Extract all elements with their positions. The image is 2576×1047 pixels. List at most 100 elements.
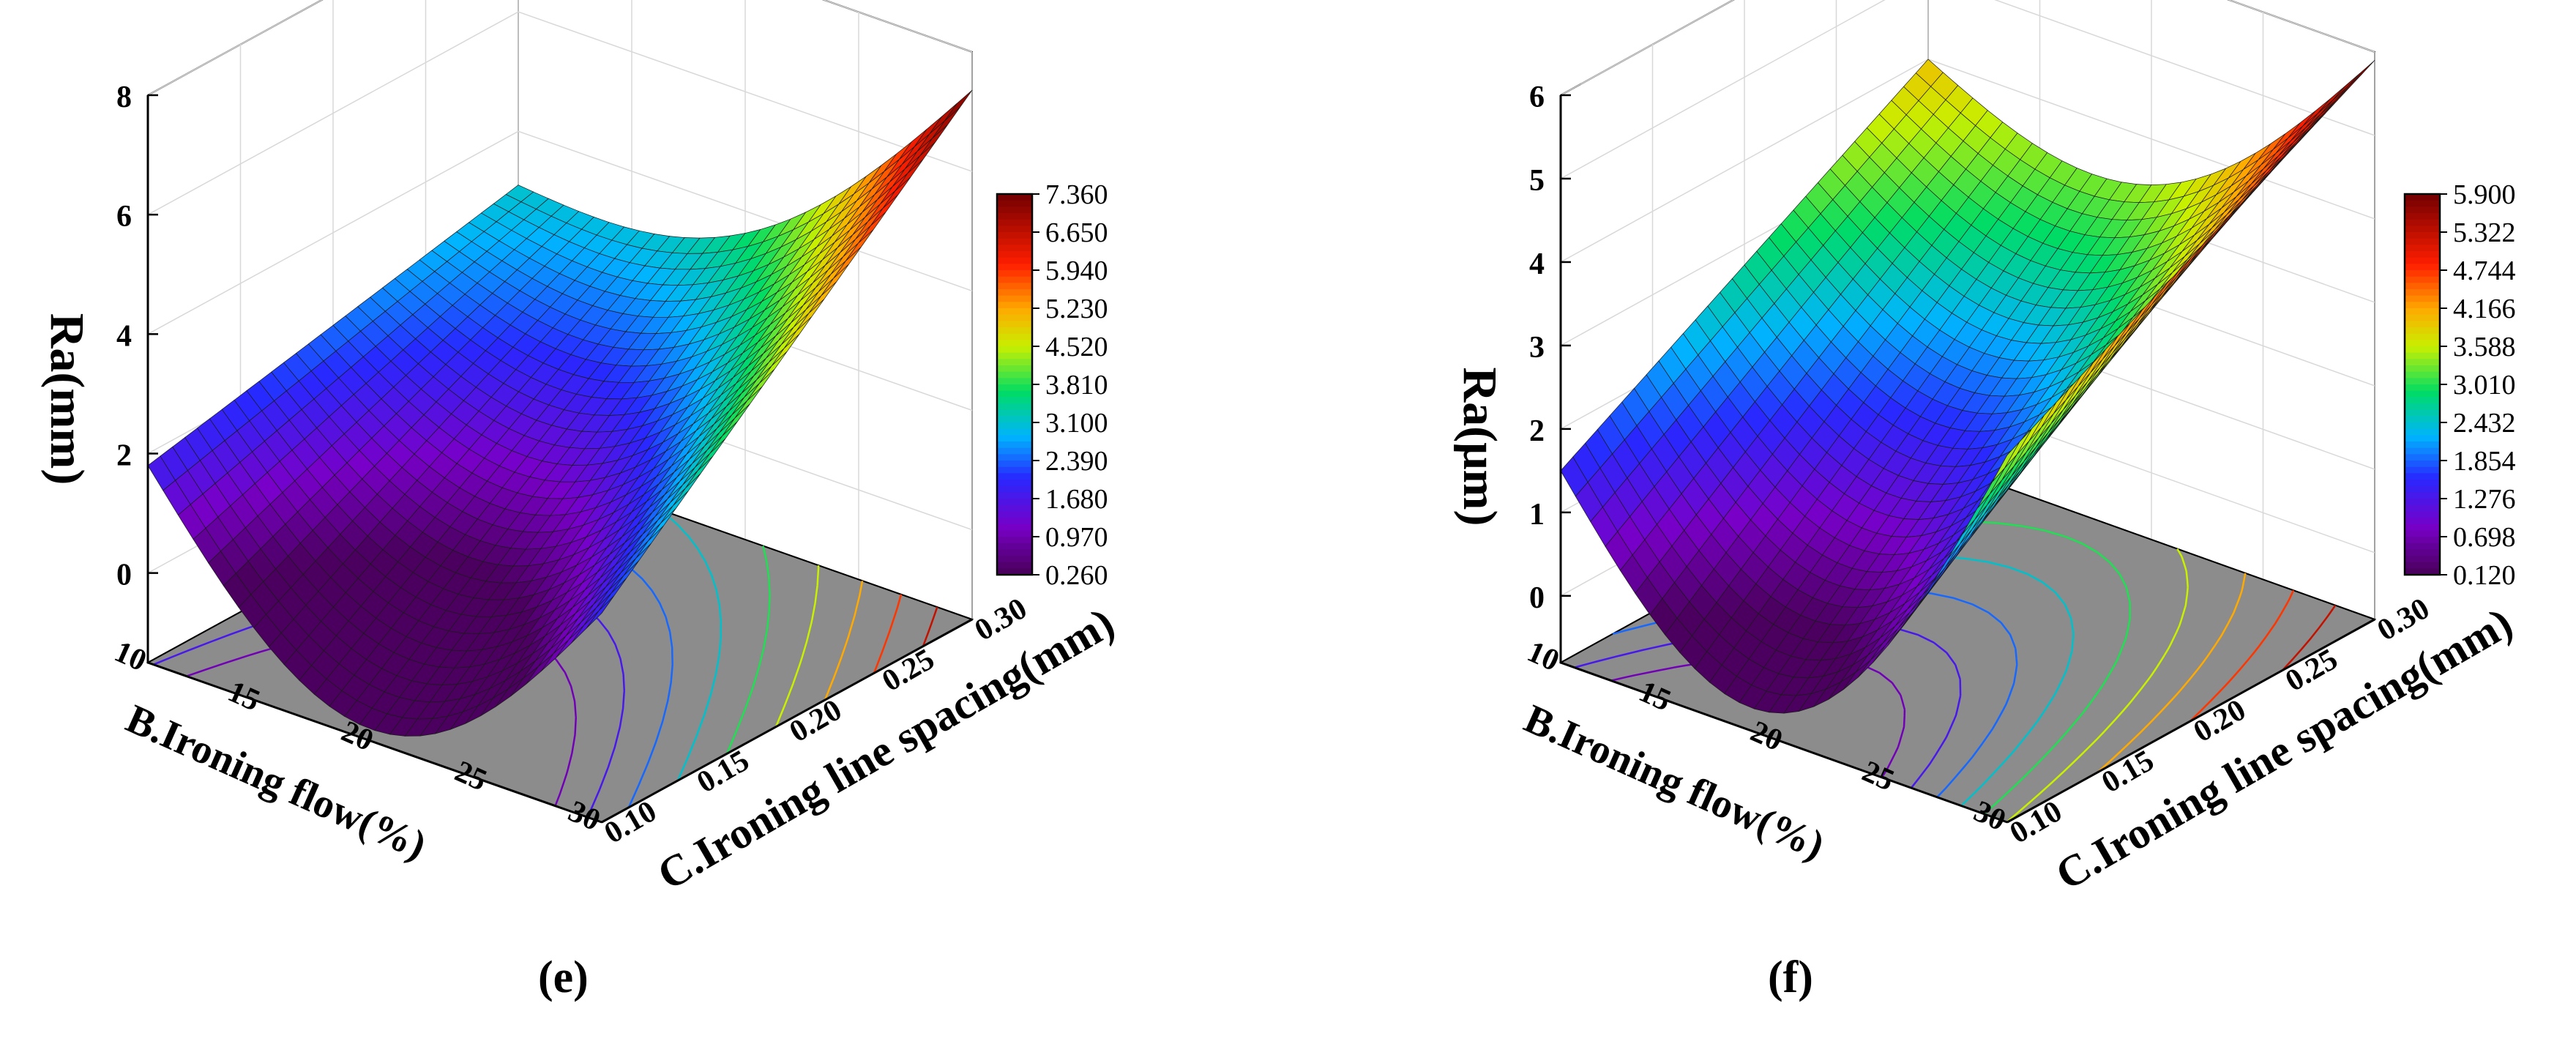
- colorbar-segment: [2405, 504, 2440, 513]
- colorbar-tick-label: 1.680: [1045, 484, 1108, 515]
- gridline: [1560, 0, 2375, 96]
- gridline: [1560, 0, 2375, 179]
- colorbar-segment: [2405, 359, 2440, 366]
- colorbar-segment: [2405, 403, 2440, 411]
- z-tick-label: 5: [1529, 164, 1545, 198]
- z-tick-label: 4: [1529, 247, 1545, 281]
- colorbar-segment: [2405, 346, 2440, 354]
- colorbar-segment: [2405, 213, 2440, 220]
- surface-mesh: [1560, 59, 2375, 714]
- x-axis-line: [1560, 661, 2008, 824]
- colorbar-tick-label: 0.970: [1045, 522, 1108, 553]
- colorbar-tick-label: 4.744: [2453, 256, 2516, 286]
- colorbar-segment: [997, 314, 1032, 322]
- colorbar-segment: [2405, 321, 2440, 328]
- colorbar-tick-label: 2.390: [1045, 446, 1108, 477]
- colorbar-segment: [997, 422, 1032, 430]
- colorbar-segment: [2405, 556, 2440, 563]
- colorbar-segment: [997, 524, 1032, 532]
- colorbar-segment: [997, 556, 1032, 563]
- colorbar-segment: [2405, 257, 2440, 265]
- colorbar-segment: [2405, 416, 2440, 423]
- colorbar-segment: [2405, 390, 2440, 398]
- contour-line: [824, 581, 864, 701]
- colorbar-segment: [997, 447, 1032, 455]
- colorbar-segment: [997, 283, 1032, 290]
- colorbar-segment: [2405, 206, 2440, 214]
- colorbar-segment: [997, 327, 1032, 335]
- colorbar-segment: [997, 200, 1032, 208]
- colorbar-segment: [2405, 447, 2440, 455]
- colorbar-segment: [997, 390, 1032, 398]
- colorbar-segment: [997, 295, 1032, 303]
- colorbar-segment: [2405, 454, 2440, 461]
- z-tick-label: 4: [116, 319, 132, 353]
- colorbar-tick-label: 0.260: [1045, 560, 1108, 591]
- contour-line: [725, 545, 771, 754]
- colorbar-segment: [997, 346, 1032, 354]
- colorbar-segment: [2405, 428, 2440, 436]
- colorbar-segment: [997, 518, 1032, 525]
- colorbar-segment: [997, 333, 1032, 341]
- colorbar-segment: [997, 454, 1032, 461]
- colorbar-segment: [2405, 499, 2440, 506]
- colorbar-segment: [2405, 232, 2440, 239]
- x-tick-label: 10: [110, 635, 152, 678]
- colorbar-segment: [2405, 549, 2440, 556]
- panel-label-e: (e): [538, 953, 589, 1002]
- colorbar-segment: [2405, 441, 2440, 449]
- colorbar-segment: [2405, 371, 2440, 379]
- colorbar-segment: [2405, 511, 2440, 518]
- colorbar-segment: [2405, 276, 2440, 284]
- colorbar-segment: [2405, 492, 2440, 499]
- surface-facet: [586, 595, 615, 629]
- colorbar-segment: [997, 340, 1032, 347]
- colorbar-segment: [2405, 270, 2440, 277]
- panel-label-f: (f): [1768, 953, 1813, 1002]
- colorbar-segment: [2405, 226, 2440, 233]
- colorbar-tick-label: 5.900: [2453, 179, 2516, 210]
- colorbar-tick-label: 1.276: [2453, 484, 2516, 515]
- colorbar-segment: [2405, 200, 2440, 208]
- gridline: [147, 0, 973, 96]
- colorbar-segment: [2405, 302, 2440, 309]
- colorbar-tick-label: 1.854: [2453, 446, 2516, 477]
- colorbar-segment: [997, 409, 1032, 417]
- contour-line: [774, 565, 820, 728]
- colorbar-segment: [2405, 537, 2440, 544]
- colorbar-segment: [997, 403, 1032, 411]
- colorbar-segment: [997, 492, 1032, 499]
- colorbar-tick-label: 4.166: [2453, 294, 2516, 324]
- colorbar-segment: [997, 321, 1032, 328]
- colorbar-tick-label: 3.010: [2453, 370, 2516, 400]
- colorbar-segment: [997, 270, 1032, 277]
- colorbar-segment: [997, 499, 1032, 506]
- colorbar-tick-label: 4.520: [1045, 332, 1108, 362]
- colorbar-tick-label: 2.432: [2453, 408, 2516, 439]
- colorbar-segment: [2405, 327, 2440, 335]
- colorbar-tick-label: 7.360: [1045, 179, 1108, 210]
- colorbar-segment: [2405, 251, 2440, 258]
- colorbar-segment: [997, 213, 1032, 220]
- colorbar-segment: [2405, 384, 2440, 392]
- colorbar-segment: [997, 537, 1032, 544]
- colorbar-segment: [2405, 333, 2440, 341]
- z-tick-label: 6: [1529, 81, 1545, 114]
- colorbar-tick-label: 3.588: [2453, 332, 2516, 362]
- colorbar-tick-label: 5.940: [1045, 256, 1108, 286]
- colorbar-segment: [997, 543, 1032, 551]
- colorbar: 7.360 6.650 5.940 5.230 4.520 3.810 3.100 2.390…: [996, 179, 1108, 591]
- x-tick-label: 10: [1523, 635, 1564, 678]
- colorbar-segment: [2405, 397, 2440, 404]
- z-tick-label: 8: [116, 81, 132, 114]
- surface-mesh: [147, 89, 973, 737]
- colorbar-segment: [997, 511, 1032, 518]
- colorbar-segment: [2405, 308, 2440, 316]
- colorbar-segment: [997, 359, 1032, 366]
- z-tick-label: 0: [1529, 581, 1545, 615]
- colorbar-segment: [997, 276, 1032, 284]
- colorbar-segment: [997, 530, 1032, 537]
- colorbar-tick-label: 3.810: [1045, 370, 1108, 400]
- contour-line: [2189, 589, 2295, 723]
- colorbar-segment: [997, 397, 1032, 404]
